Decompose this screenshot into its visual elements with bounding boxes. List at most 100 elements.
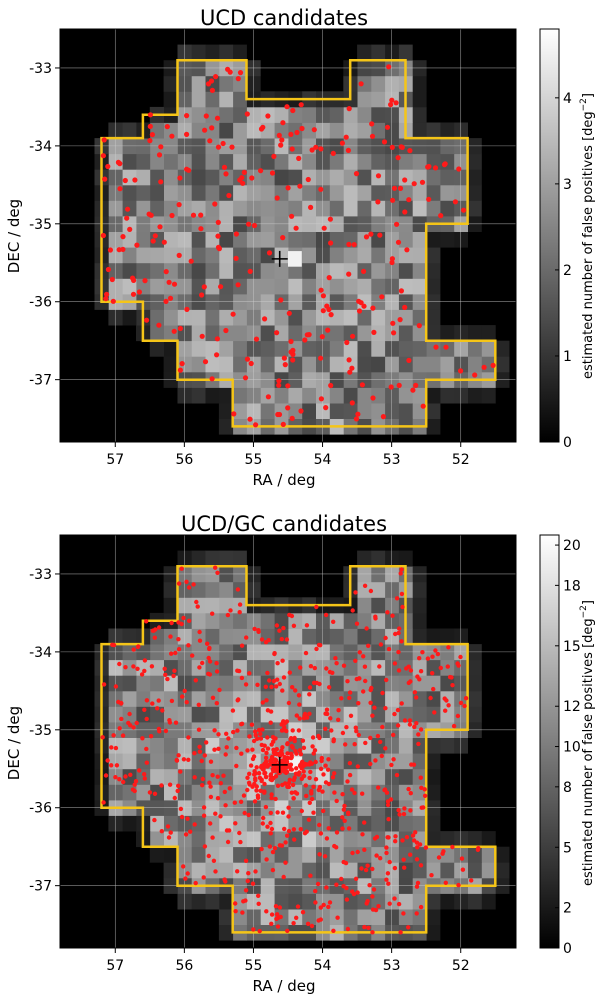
colorbar-tick-label: 2: [563, 901, 572, 917]
candidate-point: [142, 658, 148, 663]
candidate-point: [384, 850, 389, 856]
candidate-point: [256, 893, 261, 898]
candidate-point: [385, 802, 391, 808]
candidate-point: [100, 735, 105, 740]
candidate-point: [389, 762, 394, 768]
candidate-point: [342, 803, 347, 809]
candidate-point: [183, 876, 188, 881]
heatmap-cell: [191, 262, 206, 279]
candidate-point: [213, 74, 219, 80]
heatmap-cell: [357, 550, 372, 567]
candidate-point: [251, 738, 257, 744]
candidate-point: [308, 664, 314, 669]
candidate-point: [247, 416, 253, 422]
candidate-point: [383, 635, 388, 641]
candidate-point: [121, 779, 126, 785]
heatmap-cell: [426, 706, 441, 723]
candidate-point: [208, 821, 213, 826]
heatmap-cell: [122, 690, 137, 707]
candidate-point: [277, 681, 282, 687]
candidate-point: [123, 774, 128, 779]
candidate-point: [407, 148, 413, 154]
heatmap-cell: [329, 628, 344, 645]
candidate-point: [406, 786, 411, 792]
candidate-point: [120, 733, 126, 738]
candidate-point: [300, 910, 306, 915]
candidate-point: [282, 362, 288, 368]
candidate-point: [166, 279, 172, 285]
heatmap-cell: [398, 44, 413, 61]
candidate-point: [339, 876, 344, 882]
candidate-point: [311, 784, 316, 789]
candidate-point: [268, 820, 273, 826]
candidate-point: [351, 242, 357, 248]
heatmap-cell: [191, 550, 206, 567]
candidate-point: [304, 623, 310, 628]
heatmap-cell: [467, 153, 482, 170]
candidate-point: [133, 779, 139, 784]
candidate-point: [396, 630, 401, 636]
candidate-point: [324, 885, 329, 890]
candidate-point: [171, 328, 177, 334]
x-tick-label: 55: [245, 958, 263, 974]
heatmap-cell: [218, 924, 234, 941]
heatmap-cell: [288, 628, 303, 645]
candidate-point: [416, 741, 421, 747]
candidate-point: [264, 909, 269, 914]
colorbar-tick-label: 0: [563, 435, 572, 451]
heatmap-cell: [370, 597, 386, 614]
candidate-point: [238, 799, 244, 804]
candidate-point: [110, 298, 116, 304]
heatmap-cell: [232, 340, 247, 357]
candidate-point: [340, 730, 346, 736]
heatmap-cell: [218, 387, 234, 404]
candidate-point: [135, 666, 140, 671]
candidate-point: [458, 700, 464, 706]
candidate-point: [391, 732, 396, 738]
heatmap-cell: [163, 753, 178, 770]
candidate-point: [452, 199, 458, 205]
candidate-point: [384, 124, 391, 130]
heatmap-cell: [191, 893, 206, 910]
candidate-point: [201, 813, 207, 818]
candidate-point: [355, 890, 360, 895]
x-tick-label: 57: [106, 958, 124, 974]
heatmap-cell: [260, 612, 275, 629]
candidate-point: [318, 905, 323, 910]
candidate-point: [379, 294, 385, 300]
candidate-point: [290, 685, 295, 690]
heatmap-cell: [495, 356, 510, 373]
candidate-point: [267, 844, 273, 849]
heatmap-cell: [274, 784, 289, 801]
heatmap-cell: [232, 815, 247, 832]
candidate-point: [206, 655, 211, 661]
candidate-point: [422, 787, 427, 792]
candidate-point: [247, 671, 252, 676]
candidate-point: [301, 769, 306, 774]
candidate-point: [272, 736, 277, 741]
candidate-point: [302, 831, 308, 836]
candidate-point: [412, 724, 417, 730]
candidate-point: [286, 762, 291, 767]
heatmap-cell: [205, 356, 220, 373]
heatmap-cell: [426, 169, 441, 186]
candidate-point: [396, 649, 401, 655]
candidate-point: [122, 177, 128, 184]
heatmap-cell: [357, 91, 372, 108]
candidate-point: [320, 789, 325, 794]
candidate-point: [186, 735, 191, 740]
heatmap-cell: [218, 550, 234, 567]
candidate-point: [421, 805, 426, 810]
candidate-point: [419, 179, 426, 185]
heatmap-cell: [412, 675, 427, 692]
candidate-point: [253, 869, 258, 874]
candidate-point: [369, 121, 375, 127]
candidate-point: [371, 329, 377, 335]
candidate-point: [350, 608, 355, 613]
heatmap-cell: [440, 356, 455, 373]
heatmap-cell: [412, 628, 427, 645]
candidate-point: [207, 780, 212, 785]
heatmap-cell: [398, 862, 413, 879]
candidate-point: [347, 690, 353, 695]
candidate-point: [274, 916, 279, 922]
